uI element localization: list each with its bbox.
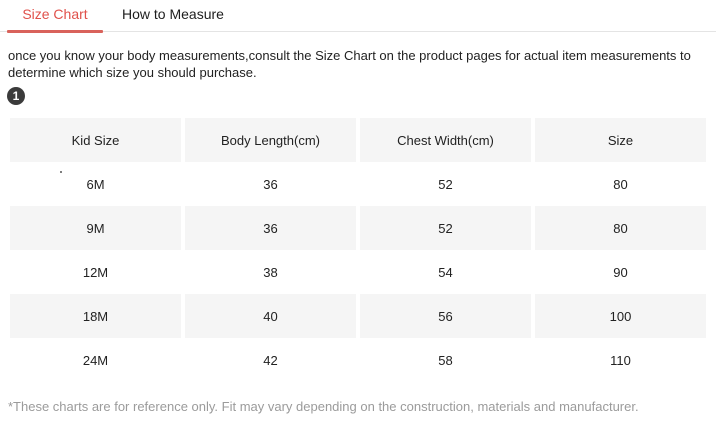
column-header-kid-size: Kid Size (10, 118, 181, 162)
tab-size-chart[interactable]: Size Chart (7, 0, 103, 33)
table-cell: 24M (10, 338, 181, 382)
column-header-size: Size (535, 118, 706, 162)
table-cell: 36 (185, 162, 356, 206)
table-cell: 9M (10, 206, 181, 250)
tabbar: Size Chart How to Measure (0, 0, 716, 33)
size-table: Kid Size Body Length(cm) Chest Width(cm)… (10, 118, 706, 382)
table-cell: 110 (535, 338, 706, 382)
table-cell: 54 (360, 250, 531, 294)
table-cell: 56 (360, 294, 531, 338)
table-cell: 90 (535, 250, 706, 294)
column-header-body-length: Body Length(cm) (185, 118, 356, 162)
table-cell: 42 (185, 338, 356, 382)
intro-text: once you know your body measurements,con… (8, 48, 691, 80)
footnote-text: *These charts are for reference only. Fi… (8, 399, 639, 414)
step-badge: 1 (7, 87, 25, 105)
table-cell: 58 (360, 338, 531, 382)
column-header-chest-width: Chest Width(cm) (360, 118, 531, 162)
stray-dot-artifact (60, 171, 62, 173)
table-cell: 38 (185, 250, 356, 294)
table-cell: 40 (185, 294, 356, 338)
table-cell: 12M (10, 250, 181, 294)
table-cell: 6M (10, 162, 181, 206)
table-cell: 52 (360, 162, 531, 206)
table-cell: 36 (185, 206, 356, 250)
table-cell: 80 (535, 162, 706, 206)
table-cell: 52 (360, 206, 531, 250)
table-cell: 100 (535, 294, 706, 338)
table-cell: 18M (10, 294, 181, 338)
table-cell: 80 (535, 206, 706, 250)
tab-how-to-measure[interactable]: How to Measure (122, 6, 224, 22)
